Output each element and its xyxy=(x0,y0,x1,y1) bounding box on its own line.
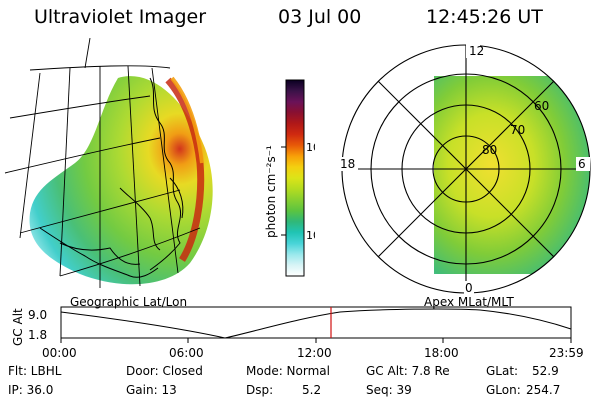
info-gc-alt: GC Alt: 7.8 Re xyxy=(366,364,450,378)
colorbar: 100 10 photon cm⁻²s⁻¹ xyxy=(264,79,315,277)
altitude-tick-9: 9.0 xyxy=(28,308,47,322)
coastlines xyxy=(39,77,184,278)
colorbar-tick-100: 100 xyxy=(306,141,315,154)
mlat-label-60: 60 xyxy=(534,99,549,113)
info-dsp-label: Dsp: xyxy=(246,383,274,397)
altitude-curve xyxy=(60,308,572,339)
apex-label: Apex MLat/MLT xyxy=(424,295,514,309)
time-label: 12:45:26 UT xyxy=(426,6,543,28)
time-tick-1800: 18:00 xyxy=(424,346,459,360)
altitude-tick-1-8: 1.8 xyxy=(28,328,47,342)
geographic-map xyxy=(4,38,213,288)
info-glon-value: 254.7 xyxy=(526,383,561,397)
colorbar-tick-10: 10 xyxy=(306,229,315,242)
time-tick-0600: 06:00 xyxy=(169,346,204,360)
info-mode: Mode: Normal xyxy=(246,364,330,378)
colorbar-rect xyxy=(285,79,305,277)
instrument-title: Ultraviolet Imager xyxy=(34,6,207,28)
date-label: 03 Jul 00 xyxy=(278,6,362,28)
info-flt: Flt: LBHL xyxy=(8,364,62,378)
polar-emission xyxy=(434,76,590,274)
mlt-label-18: 18 xyxy=(340,157,355,171)
auroral-emission xyxy=(29,76,213,285)
colorbar-unit-label: photon cm⁻²s⁻¹ xyxy=(264,145,278,238)
mlt-label-12: 12 xyxy=(469,44,484,58)
info-gain: Gain: 13 xyxy=(126,383,177,397)
lat-lon-grid xyxy=(4,38,201,288)
mlat-label-70: 70 xyxy=(510,123,525,137)
time-tick-2359: 23:59 xyxy=(549,346,584,360)
mlt-label-0: 0 xyxy=(465,281,473,295)
time-tick-0000: 00:00 xyxy=(42,346,77,360)
geographic-label: Geographic Lat/Lon xyxy=(70,295,188,309)
info-glat-label: GLat: xyxy=(486,364,519,378)
polar-grid xyxy=(341,44,591,294)
polar-mlat-mlt-plot: 12 18 6 0 60 70 80 xyxy=(338,44,591,295)
info-door: Door: Closed xyxy=(126,364,203,378)
info-glat-value: 52.9 xyxy=(532,364,559,378)
info-ip: IP: 36.0 xyxy=(8,383,54,397)
info-glon-label: GLon: xyxy=(486,383,521,397)
time-tick-1200: 12:00 xyxy=(297,346,332,360)
altitude-plot: GC Alt 9.0 1.8 00:00 06:00 12:00 18:00 2… xyxy=(11,306,584,360)
mlt-label-6: 6 xyxy=(578,157,586,171)
altitude-axis-label: GC Alt xyxy=(11,308,25,346)
mlat-label-80: 80 xyxy=(482,143,497,157)
info-dsp-value: 5.2 xyxy=(302,383,322,397)
info-seq: Seq: 39 xyxy=(366,383,412,397)
